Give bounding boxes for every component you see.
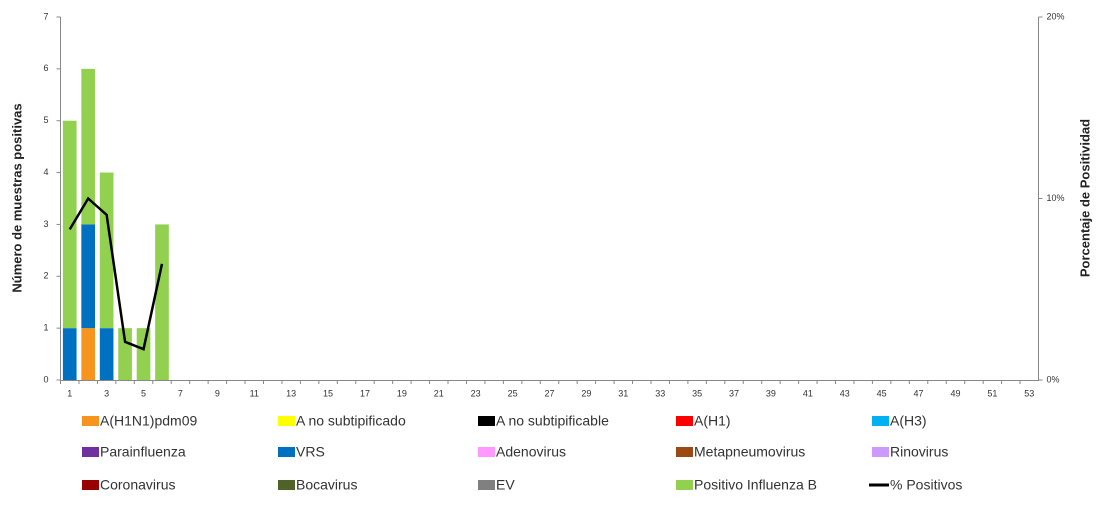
y2-axis-title: Porcentaje de Positividad xyxy=(1077,119,1092,277)
x-tick-label: 21 xyxy=(434,388,444,398)
x-tick-label: 51 xyxy=(987,388,997,398)
legend-swatch xyxy=(82,447,99,457)
y-tick-label: 6 xyxy=(43,63,48,73)
x-tick-label: 45 xyxy=(877,388,887,398)
x-tick-label: 15 xyxy=(323,388,333,398)
legend-label: Bocavirus xyxy=(296,477,357,493)
x-tick-label: 29 xyxy=(581,388,591,398)
x-tick-label: 41 xyxy=(803,388,813,398)
bar-segment xyxy=(99,328,114,380)
legend-swatch xyxy=(278,447,295,457)
x-tick-label: 19 xyxy=(397,388,407,398)
y-tick-label: 2 xyxy=(43,271,48,281)
x-tick-label: 5 xyxy=(141,388,146,398)
legend-label: A(H1N1)pdm09 xyxy=(100,413,197,429)
bar-segment xyxy=(62,120,77,329)
x-tick-label: 9 xyxy=(215,388,220,398)
y-axis-title: Número de muestras positivas xyxy=(9,103,24,292)
legend-label: Parainfluenza xyxy=(100,444,186,460)
legend-swatch xyxy=(872,416,889,426)
x-tick-label: 11 xyxy=(250,388,259,398)
x-tick-label: 25 xyxy=(508,388,518,398)
y2-tick-label: 10% xyxy=(1047,193,1065,203)
bar-segment xyxy=(118,328,132,380)
bar-segment xyxy=(136,328,151,380)
legend-swatch xyxy=(82,480,99,490)
bar-segment xyxy=(81,328,96,380)
legend-label: VRS xyxy=(296,444,325,460)
x-tick-label: 27 xyxy=(544,388,554,398)
bar-segment xyxy=(81,224,96,329)
legend-label: Rinovirus xyxy=(890,444,948,460)
legend-swatch xyxy=(278,480,295,490)
legend-swatch xyxy=(676,447,693,457)
legend-label: Metapneumovirus xyxy=(694,444,805,460)
x-tick-label: 1 xyxy=(67,388,72,398)
x-tick-label: 3 xyxy=(104,388,109,398)
legend-swatch xyxy=(82,416,99,426)
x-tick-label: 39 xyxy=(766,388,776,398)
x-tick-label: 7 xyxy=(178,388,183,398)
legend-swatch xyxy=(676,416,693,426)
legend-label: A(H3) xyxy=(890,413,927,429)
x-tick-label: 35 xyxy=(692,388,702,398)
legend-label: Adenovirus xyxy=(496,444,566,460)
y2-tick-label: 20% xyxy=(1047,11,1065,21)
x-tick-label: 31 xyxy=(618,388,628,398)
legend-label: A no subtipificable xyxy=(496,413,609,429)
legend-swatch xyxy=(676,480,693,490)
x-tick-label: 53 xyxy=(1024,388,1034,398)
bar-segment xyxy=(155,224,169,380)
y-tick-label: 0 xyxy=(43,374,48,384)
bar-segment xyxy=(81,68,96,225)
legend-swatch xyxy=(478,480,495,490)
legend-label: EV xyxy=(496,477,515,493)
x-tick-label: 47 xyxy=(914,388,924,398)
x-tick-label: 43 xyxy=(840,388,850,398)
x-tick-label: 49 xyxy=(950,388,960,398)
legend-label: % Positivos xyxy=(890,477,962,493)
x-tick-label: 37 xyxy=(729,388,739,398)
bar-segment xyxy=(62,328,77,380)
x-tick-label: 33 xyxy=(655,388,665,398)
legend-label: Coronavirus xyxy=(100,477,175,493)
line xyxy=(68,196,164,351)
x-tick-label: 13 xyxy=(286,388,296,398)
legend-swatch xyxy=(478,416,495,426)
legend-swatch xyxy=(872,447,889,457)
y-tick-label: 1 xyxy=(43,323,48,333)
y-tick-label: 5 xyxy=(43,115,48,125)
legend-label: Positivo Influenza B xyxy=(694,477,817,493)
legend-swatch xyxy=(478,447,495,457)
y-tick-label: 3 xyxy=(43,219,48,229)
y-tick-label: 4 xyxy=(43,167,48,177)
y-tick-label: 7 xyxy=(43,11,48,21)
legend-label: A(H1) xyxy=(694,413,731,429)
x-tick-label: 23 xyxy=(471,388,481,398)
x-tick-label: 17 xyxy=(360,388,370,398)
legend-label: A no subtipificado xyxy=(296,413,406,429)
y2-tick-label: 0% xyxy=(1047,374,1060,384)
legend-swatch xyxy=(278,416,295,426)
